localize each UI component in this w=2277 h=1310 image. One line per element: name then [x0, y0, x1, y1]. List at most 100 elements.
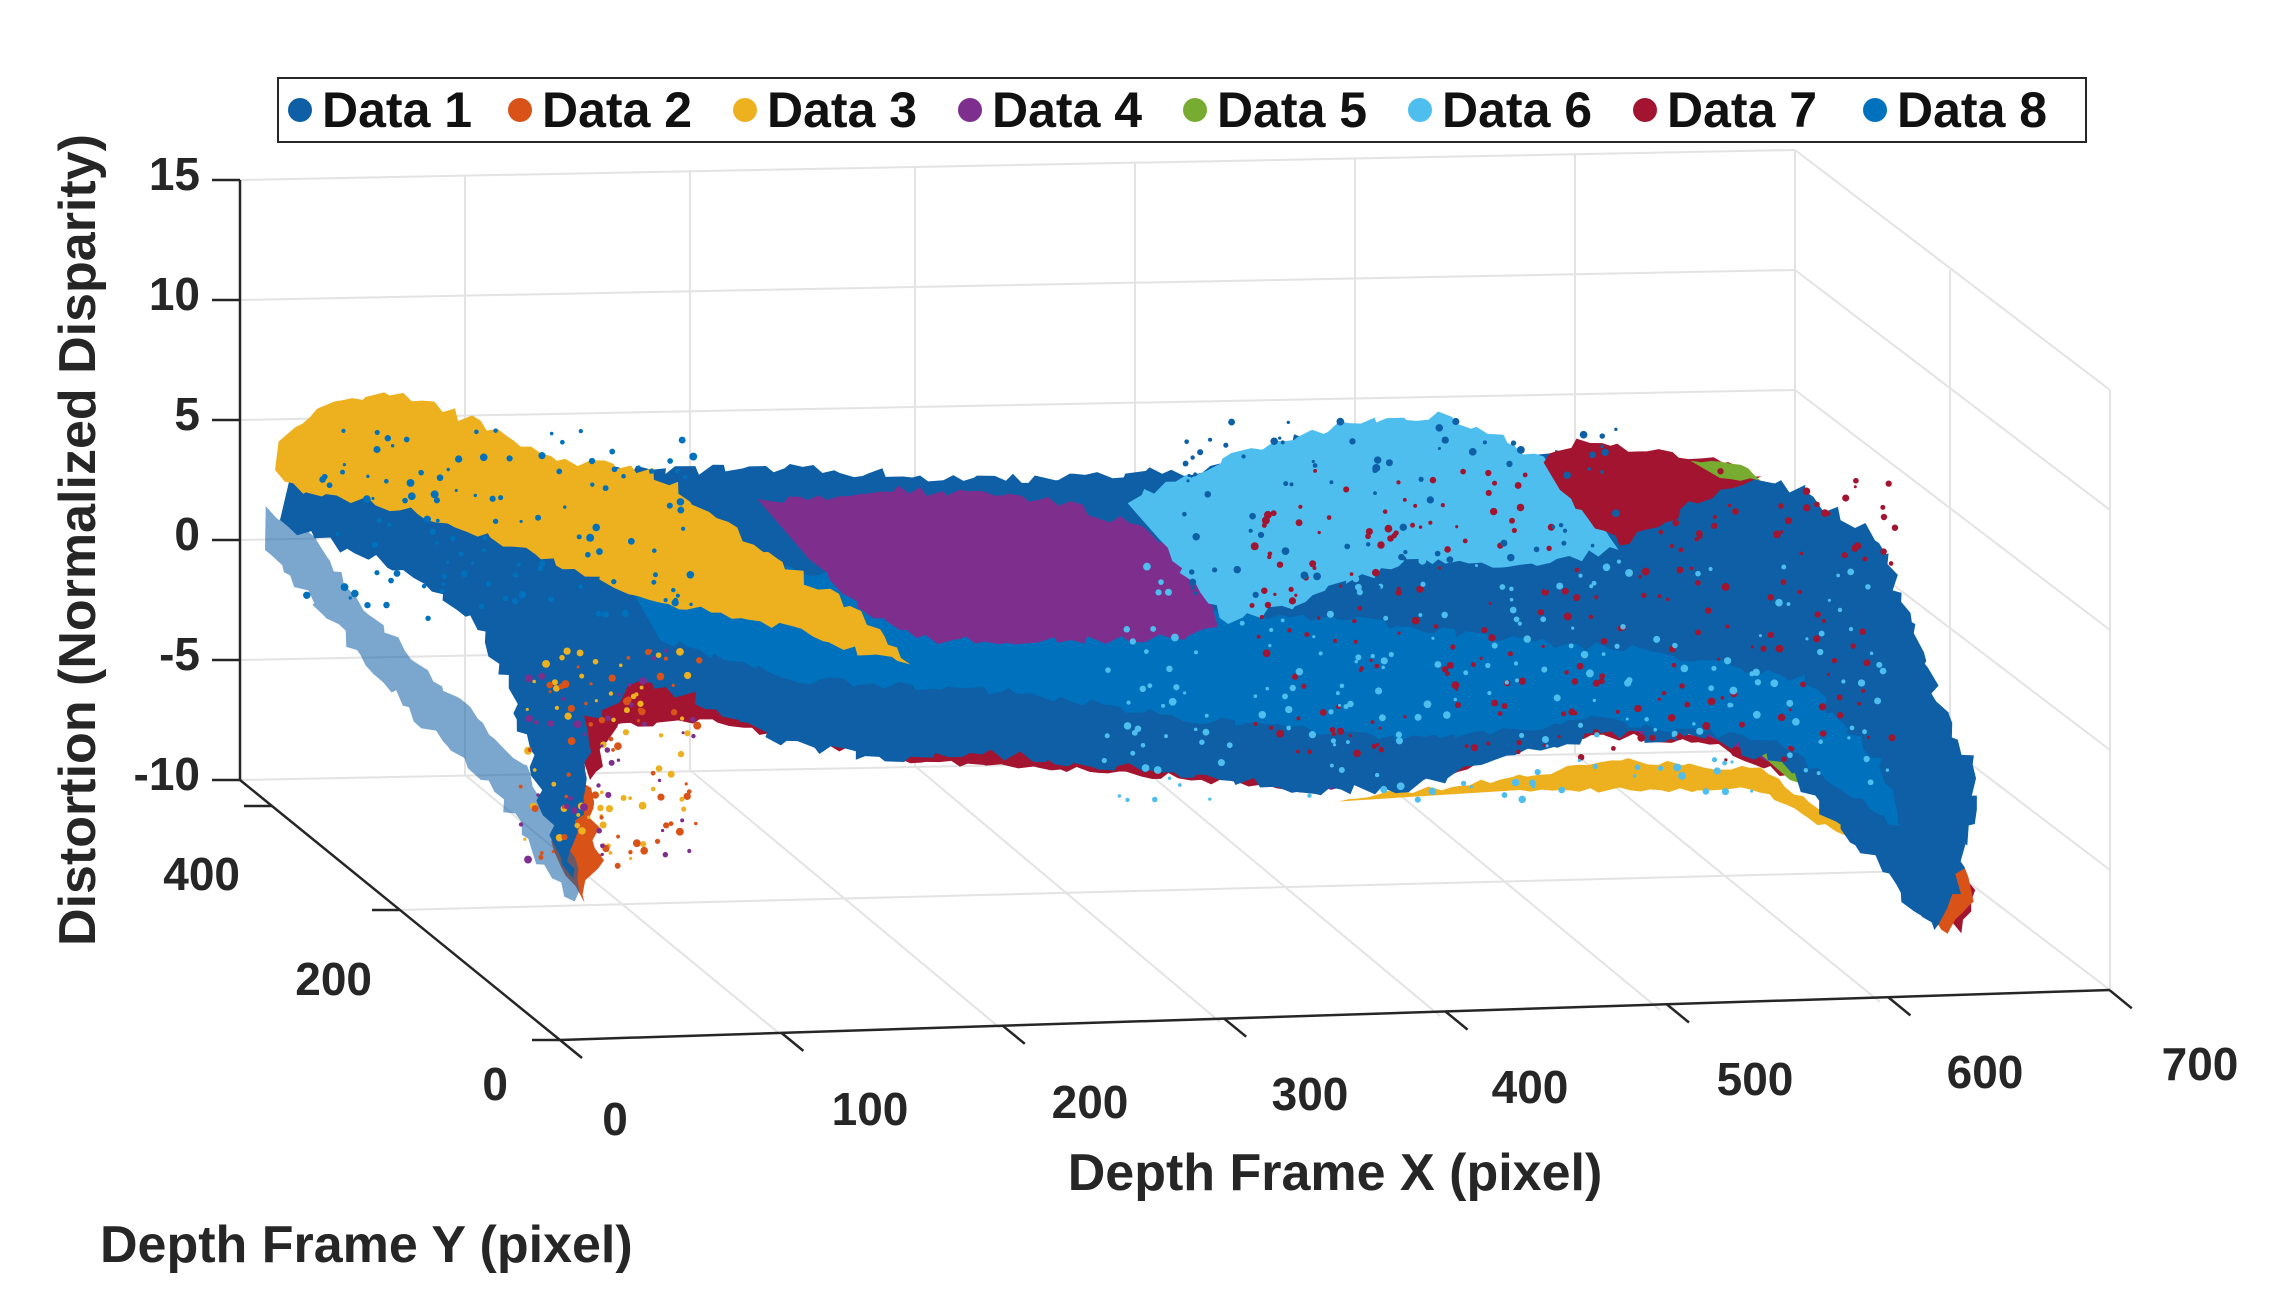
data-point: [1264, 510, 1272, 518]
data-point: [573, 720, 582, 729]
data-point: [1470, 744, 1479, 752]
data-point: [1558, 522, 1564, 528]
data-point: [446, 560, 450, 564]
data-point: [1234, 571, 1243, 580]
data-point: [340, 583, 349, 592]
data-point: [1857, 679, 1866, 687]
data-point: [1522, 472, 1528, 478]
data-point: [576, 812, 581, 817]
data-point: [640, 841, 647, 848]
data-point: [1632, 487, 1639, 494]
data-point: [1888, 734, 1896, 742]
data-point: [1821, 509, 1829, 517]
data-point: [1491, 699, 1499, 707]
data-point: [492, 518, 499, 524]
data-point: [1395, 737, 1403, 745]
data-point: [1428, 787, 1437, 795]
data-point: [1217, 759, 1225, 767]
data-point: [1634, 764, 1641, 771]
data-point: [1595, 556, 1604, 565]
x-tick-label: 700: [2162, 1038, 2239, 1090]
data-point: [1708, 685, 1715, 692]
data-point: [685, 613, 694, 621]
data-point: [1365, 542, 1371, 547]
data-point: [1418, 556, 1427, 565]
data-point: [1353, 639, 1358, 644]
data-point: [671, 587, 676, 593]
data-point: [539, 851, 544, 855]
data-point: [655, 652, 662, 658]
data-point: [506, 455, 513, 462]
data-point: [1546, 545, 1552, 551]
data-point: [1312, 566, 1317, 571]
data-point: [1813, 635, 1821, 643]
data-point: [1463, 670, 1469, 676]
data-point: [1702, 788, 1710, 795]
data-point: [1143, 562, 1151, 571]
data-point: [1729, 686, 1738, 695]
data-point: [1516, 445, 1525, 454]
data-point: [1281, 547, 1290, 556]
data-point: [671, 683, 675, 687]
data-point: [1818, 703, 1827, 711]
data-point: [549, 431, 554, 436]
data-point: [1313, 572, 1321, 581]
data-point: [1444, 546, 1451, 553]
data-point: [1440, 503, 1445, 508]
data-point: [1679, 468, 1687, 476]
data-point: [539, 560, 546, 567]
data-point: [387, 522, 392, 527]
data-point: [667, 458, 674, 464]
data-point: [1859, 628, 1867, 635]
data-point: [657, 778, 662, 783]
data-point: [1653, 727, 1658, 732]
data-point: [1874, 697, 1882, 705]
data-point: [1273, 592, 1277, 597]
data-point: [1445, 671, 1450, 676]
tick-mark: [1444, 1010, 1469, 1031]
data-point: [366, 474, 370, 479]
data-point: [342, 463, 346, 467]
data-point: [1511, 527, 1517, 534]
data-point: [1481, 590, 1488, 597]
data-point: [326, 482, 333, 489]
data-point: [1374, 772, 1380, 778]
data-point: [450, 536, 456, 542]
data-point: [525, 707, 529, 712]
data-point: [1721, 788, 1729, 796]
data-point: [670, 709, 678, 716]
data-point: [1429, 476, 1437, 484]
data-point: [1649, 734, 1656, 741]
data-point: [1343, 704, 1349, 710]
data-point: [551, 849, 555, 854]
data-point: [1365, 528, 1373, 536]
data-point: [1836, 711, 1844, 719]
data-point: [1298, 504, 1303, 509]
data-point: [561, 680, 570, 689]
data-point: [585, 551, 591, 558]
data-point: [1326, 515, 1332, 520]
legend-marker: [288, 98, 312, 122]
data-point: [1773, 530, 1781, 539]
data-point: [679, 796, 685, 802]
data-point: [1468, 447, 1477, 456]
data-point: [1579, 430, 1588, 439]
data-point: [1393, 530, 1399, 536]
data-point: [1420, 581, 1426, 587]
data-point: [1689, 566, 1694, 571]
data-point: [1301, 683, 1307, 689]
data-point: [1189, 578, 1197, 586]
data-point: [441, 573, 448, 580]
data-point: [1537, 609, 1545, 616]
data-3-fringe: [1338, 758, 1868, 852]
data-point: [1256, 634, 1261, 639]
x-tick-label: 400: [1492, 1061, 1569, 1113]
data-point: [1411, 616, 1420, 625]
data-point: [555, 833, 564, 842]
legend-marker: [1633, 98, 1657, 122]
data-point: [602, 485, 609, 492]
data-point: [676, 647, 684, 656]
data-point: [1331, 731, 1336, 737]
data-point: [1487, 690, 1492, 696]
data-point: [636, 719, 641, 723]
